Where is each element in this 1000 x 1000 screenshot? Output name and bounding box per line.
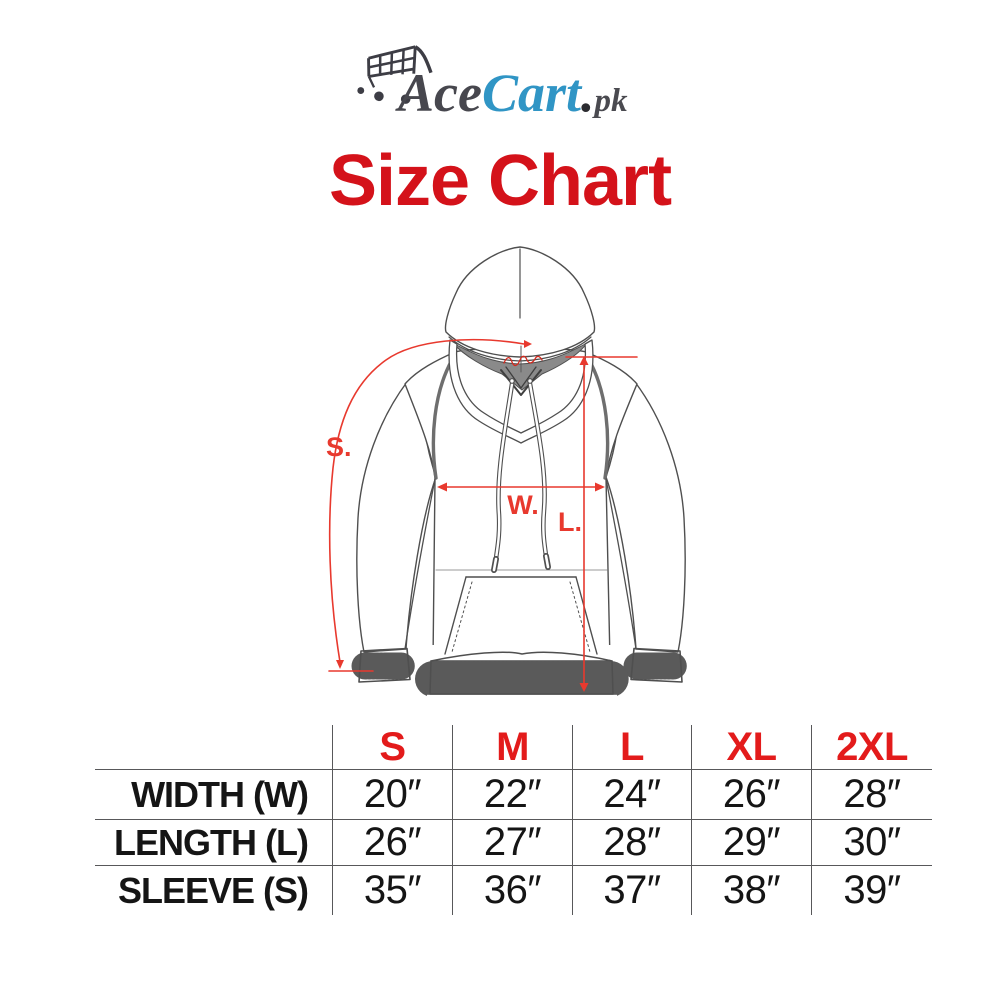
brand-suffix-dot: . xyxy=(581,63,595,123)
hem-top-edge xyxy=(430,651,613,662)
width-xl: 26″ xyxy=(692,770,812,820)
left-sleeve xyxy=(356,381,437,653)
length-l: 28″ xyxy=(573,820,692,866)
col-header-m: M xyxy=(453,725,573,770)
sleeve-m: 36″ xyxy=(453,866,573,915)
brand-script-squiggle xyxy=(503,355,543,367)
right-sleeve-inner-edge xyxy=(605,478,637,650)
hem-wave-mask xyxy=(428,645,616,661)
row-label-length: LENGTH (L) xyxy=(95,820,333,866)
left-raglan-seam xyxy=(431,358,454,480)
hoodie-size-diagram: S. W. L. xyxy=(326,246,690,701)
size-table: S M L XL 2XL WIDTH (W) 20″ 22″ 24″ 26″ 2… xyxy=(95,725,932,915)
sleeve-arrowhead-right xyxy=(524,340,532,348)
length-arrowhead-down xyxy=(579,683,589,692)
left-sleeve-inner-edge xyxy=(404,478,436,650)
length-arrowhead-up xyxy=(579,356,589,365)
width-arrowhead-right xyxy=(595,482,605,492)
length-s: 26″ xyxy=(333,820,453,866)
sleeve-2xl: 39″ xyxy=(843,868,901,912)
measurement-annotations xyxy=(328,338,638,692)
col-header-2xl: 2XL xyxy=(812,725,932,770)
sleeve-xl: 38″ xyxy=(692,866,812,915)
brand-logo-inner: AceCart.pk xyxy=(350,42,650,126)
width-2xl: 28″ xyxy=(812,770,932,820)
length-xl: 29″ xyxy=(692,820,812,866)
width-s: 20″ xyxy=(333,770,453,820)
sleeve-l: 37″ xyxy=(573,866,692,915)
col-header-s: S xyxy=(333,725,453,770)
hem-bottom-mask xyxy=(427,694,617,701)
drawcords xyxy=(491,378,551,573)
collar xyxy=(448,339,594,444)
table-corner-cell xyxy=(95,725,333,770)
row-label-width: WIDTH (W) xyxy=(95,770,333,820)
hem-outline xyxy=(429,660,614,695)
sleeve-measure-line xyxy=(328,338,525,663)
row-label-sleeve: SLEEVE (S) xyxy=(95,866,333,915)
brand-logo: AceCart.pk xyxy=(0,42,1000,126)
width-measure-label: W. xyxy=(507,490,539,520)
right-cuff xyxy=(630,647,683,683)
length-2xl: 30″ xyxy=(812,820,932,866)
sleeve-arrowhead-down xyxy=(336,660,344,669)
length-m: 27″ xyxy=(453,820,573,866)
col-header-xl: XL xyxy=(692,725,812,770)
brand-suffix: pk xyxy=(594,83,628,119)
brand-second: Cart xyxy=(481,63,581,123)
measurement-labels: S. W. L. xyxy=(326,432,582,537)
kangaroo-pocket xyxy=(444,576,598,655)
neck-v-notch xyxy=(500,366,542,396)
right-raglan-seam xyxy=(587,358,610,480)
col-header-l: L xyxy=(573,725,692,770)
width-arrowhead-left xyxy=(437,482,447,492)
sleeve-s: 35″ xyxy=(333,866,453,915)
brand-logo-text: AceCart.pk xyxy=(398,66,628,120)
length-measure-label: L. xyxy=(558,507,582,537)
width-m: 22″ xyxy=(453,770,573,820)
sleeve-measure-label: S. xyxy=(326,432,352,462)
width-l: 24″ xyxy=(573,770,692,820)
brand-first: Ace xyxy=(398,63,482,123)
shopping-cart-icon xyxy=(357,45,433,104)
page-title: Size Chart xyxy=(328,141,672,221)
